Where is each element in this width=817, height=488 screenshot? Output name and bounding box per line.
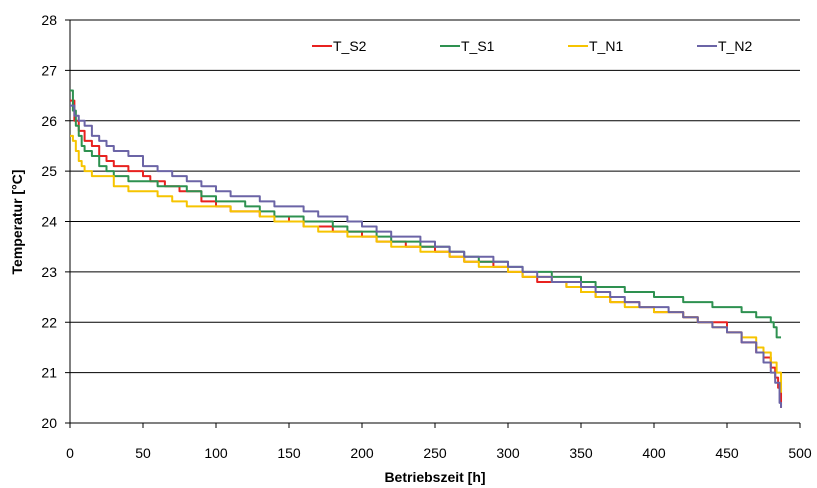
x-tick-label: 50 <box>135 445 151 461</box>
y-tick-label: 24 <box>41 214 57 230</box>
legend-label-t-n2: T_N2 <box>718 38 752 54</box>
y-axis-title: Temperatur [°C] <box>9 170 25 275</box>
x-tick-label: 300 <box>496 445 520 461</box>
x-tick-label: 350 <box>569 445 593 461</box>
series-line-t-n2 <box>70 104 783 408</box>
legend-label-t-s1: T_S1 <box>461 38 495 54</box>
y-tick-label: 21 <box>41 365 57 381</box>
x-tick-label: 0 <box>66 445 74 461</box>
series-line-t-s1 <box>70 89 782 339</box>
x-tick-label: 100 <box>204 445 228 461</box>
y-tick-label: 23 <box>41 264 57 280</box>
x-tick-label: 250 <box>423 445 447 461</box>
y-tick-label: 27 <box>41 62 57 78</box>
y-tick-label: 28 <box>41 12 57 28</box>
y-tick-label: 25 <box>41 163 57 179</box>
legend: T_S2 T_S1 T_N1 T_N2 <box>312 38 752 54</box>
y-tick-label: 20 <box>41 415 57 431</box>
gridlines <box>70 19 800 374</box>
x-tick-label: 400 <box>642 445 666 461</box>
legend-label-t-n1: T_N1 <box>589 38 623 54</box>
x-axis-title: Betriebszeit [h] <box>384 469 485 485</box>
y-tick-label: 26 <box>41 113 57 129</box>
series-line-t-s2 <box>70 99 783 408</box>
legend-label-t-s2: T_S2 <box>333 38 367 54</box>
y-tick-labels: 20 21 22 23 24 25 26 27 28 <box>41 12 70 431</box>
x-tick-label: 200 <box>350 445 374 461</box>
series-line-t-n1 <box>70 134 783 393</box>
x-tick-label: 150 <box>277 445 301 461</box>
y-tick-label: 22 <box>41 314 57 330</box>
x-tick-label: 500 <box>788 445 812 461</box>
x-tick-label: 450 <box>715 445 739 461</box>
x-tick-labels: 0 50 100 150 200 250 300 350 400 450 500 <box>66 423 812 461</box>
series-lines <box>70 89 783 408</box>
